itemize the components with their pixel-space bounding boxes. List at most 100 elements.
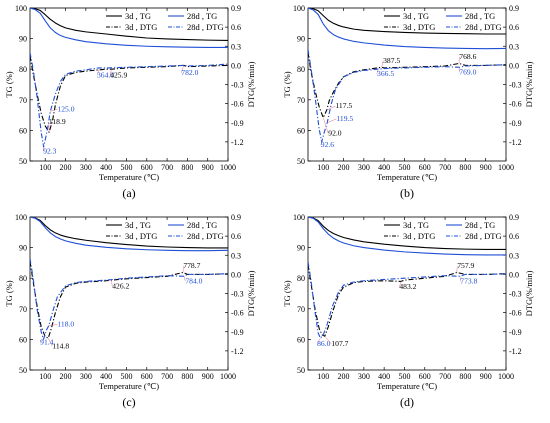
annotation-leader <box>326 105 336 111</box>
legend: 3d , TG 28d , TG 3d , DTG 28d , DTG <box>106 11 224 32</box>
y2-tick-label: 0.3 <box>509 42 519 51</box>
x-tick-label: 200 <box>338 372 350 381</box>
x-tick-label: 400 <box>100 163 112 172</box>
series-line-28d-tg <box>30 217 228 252</box>
x-tick-label: 100 <box>39 372 51 381</box>
x-tick-label: 100 <box>317 372 329 381</box>
data-annotation: 114.8 <box>52 341 69 350</box>
x-tick-label: 700 <box>439 372 451 381</box>
y2-tick-label: 0.0 <box>509 61 519 70</box>
y-tick-label: 70 <box>297 96 305 105</box>
x-tick-label: 900 <box>202 372 214 381</box>
legend-label: 28d , TG <box>187 11 217 21</box>
y-tick-label: 60 <box>19 126 27 135</box>
x-tick-label: 800 <box>181 163 193 172</box>
data-annotation: 118.0 <box>57 320 74 329</box>
x-tick-label: 300 <box>80 163 92 172</box>
x-tick-label: 600 <box>419 372 431 381</box>
x-tick-label: 600 <box>141 372 153 381</box>
series-group <box>308 8 506 143</box>
y-tick-label: 70 <box>19 305 27 314</box>
legend-label: 3d , TG <box>403 220 429 230</box>
x-tick-label: 500 <box>398 163 410 172</box>
y-tick-label: 90 <box>297 244 305 253</box>
annotation-leader <box>183 276 186 282</box>
y2-tick-label: -0.6 <box>509 309 522 318</box>
data-annotation: 778.7 <box>183 261 200 270</box>
legend-label: 3d , TG <box>125 220 151 230</box>
x-axis-label: Temperature (℃) <box>99 381 159 391</box>
x-tick-label: 300 <box>358 372 370 381</box>
data-annotation: 91.4 <box>40 338 53 347</box>
x-tick-label: 600 <box>141 163 153 172</box>
data-annotation: 92.3 <box>43 146 56 155</box>
y2-tick-label: -0.9 <box>509 328 522 337</box>
series-line-28d-tg <box>30 8 228 49</box>
x-tick-label: 800 <box>459 163 471 172</box>
x-tick-label: 1000 <box>220 372 236 381</box>
annotation-leader <box>109 69 112 76</box>
legend-label: 3d , DTG <box>125 231 157 241</box>
x-tick-label: 400 <box>378 163 390 172</box>
series-line-3d-tg <box>30 8 228 41</box>
y-tick-label: 100 <box>15 4 27 13</box>
legend-label: 28d , DTG <box>187 22 224 32</box>
y-axis-label: TG (%) <box>4 71 14 97</box>
y-tick-label: 100 <box>293 4 305 13</box>
y2-tick-label: -0.3 <box>509 81 522 90</box>
y2-tick-label: 0.9 <box>231 213 241 222</box>
x-axis-label: Temperature (℃) <box>377 172 437 182</box>
series-line-28d-tg <box>308 8 506 50</box>
data-annotation: 769.0 <box>459 67 476 76</box>
y-tick-label: 60 <box>297 126 305 135</box>
annotation-leader <box>39 339 44 343</box>
y2-tick-label: -0.9 <box>231 328 244 337</box>
y-tick-label: 70 <box>19 96 27 105</box>
series-line-3d-dtg <box>308 52 506 119</box>
legend: 3d , TG 28d , TG 3d , DTG 28d , DTG <box>384 220 502 241</box>
data-annotation: 784.0 <box>185 276 202 285</box>
y2-axis-label: DTG(%/min) <box>524 61 534 107</box>
y-tick-label: 80 <box>297 274 305 283</box>
data-annotation: 92.6 <box>321 140 334 149</box>
x-tick-label: 700 <box>439 163 451 172</box>
y2-axis-label: DTG(%/min) <box>246 61 256 107</box>
data-annotation: 107.7 <box>331 339 348 348</box>
annotation-leader <box>181 65 184 74</box>
panel-d: 100 200 300 400 500 600 700 800 900 1000 50 60 70 80 9… <box>282 213 534 409</box>
series-line-28d-dtg <box>308 49 506 143</box>
y-tick-label: 80 <box>297 65 305 74</box>
x-tick-label: 600 <box>419 163 431 172</box>
legend-label: 28d , TG <box>465 11 495 21</box>
x-tick-label: 500 <box>120 372 132 381</box>
series-line-3d-dtg <box>30 261 228 339</box>
x-tick-label: 1000 <box>220 163 236 172</box>
legend-label: 3d , TG <box>403 11 429 21</box>
y2-tick-label: 0.6 <box>509 23 519 32</box>
series-line-28d-dtg <box>30 258 228 340</box>
legend: 3d , TG 28d , TG 3d , DTG 28d , DTG <box>106 220 224 241</box>
annotation-leader <box>324 336 332 344</box>
y-tick-label: 100 <box>293 213 305 222</box>
x-axis-label: Temperature (℃) <box>99 172 159 182</box>
legend-label: 28d , TG <box>187 220 217 230</box>
x-tick-label: 900 <box>202 163 214 172</box>
x-tick-label: 200 <box>60 163 72 172</box>
x-tick-label: 400 <box>100 372 112 381</box>
annotation-leader <box>381 60 384 68</box>
y2-tick-label: 0.0 <box>509 270 519 279</box>
y2-tick-label: -1.2 <box>509 138 522 147</box>
x-tick-label: 500 <box>120 163 132 172</box>
panel-label: (a) <box>122 186 135 200</box>
annotation-leader <box>316 338 321 344</box>
y2-tick-label: 0.3 <box>509 251 519 260</box>
y2-tick-label: 0.6 <box>509 232 519 241</box>
series-line-3d-tg <box>308 8 506 35</box>
x-tick-label: 700 <box>161 372 173 381</box>
y-axis-label: TG (%) <box>282 71 292 97</box>
data-annotation: 782.0 <box>181 68 198 77</box>
y2-tick-label: 0.9 <box>509 4 519 13</box>
y2-tick-label: 0.0 <box>231 270 241 279</box>
legend-label: 3d , DTG <box>125 22 157 32</box>
